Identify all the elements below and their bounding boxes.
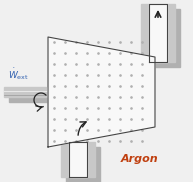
Polygon shape — [9, 92, 51, 102]
Polygon shape — [4, 87, 46, 97]
Polygon shape — [66, 147, 100, 182]
Polygon shape — [56, 47, 147, 137]
Polygon shape — [149, 4, 167, 62]
Polygon shape — [141, 4, 175, 62]
Polygon shape — [69, 142, 87, 177]
Polygon shape — [61, 142, 95, 177]
Text: Argon: Argon — [121, 154, 159, 164]
Text: $\dot{W}_{\mathrm{ext}}$: $\dot{W}_{\mathrm{ext}}$ — [8, 66, 29, 82]
Polygon shape — [48, 37, 155, 147]
Polygon shape — [61, 52, 152, 142]
Polygon shape — [146, 9, 180, 67]
